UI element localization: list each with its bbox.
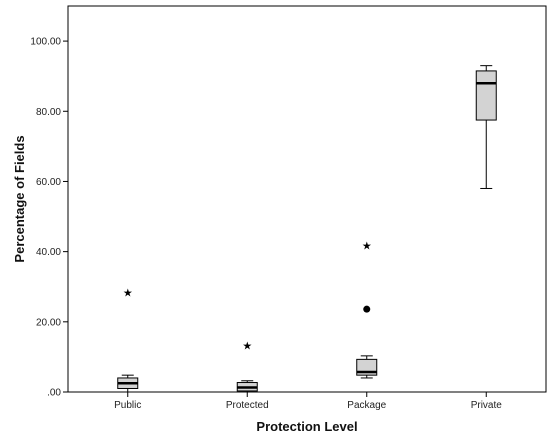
plot-area [67,5,547,393]
y-tick-label: 60.00 [36,177,61,188]
box [475,70,497,121]
x-tick-label: Protected [226,400,269,411]
boxes: ★ ★ ★ [117,65,497,393]
x-tick-label: Package [347,400,386,411]
x-tick-label: Public [114,400,141,411]
y-tick-label: 40.00 [36,247,61,258]
y-tick-label: 80.00 [36,107,61,118]
plot-frame [67,5,547,393]
box-group-protected: ★ [236,339,258,393]
box-group-package: ★ [356,239,378,379]
box-group-private [475,65,497,189]
y-tick-label: .00 [47,388,61,399]
x-tick-label: Private [471,400,503,411]
y-tick-label: 20.00 [36,317,61,328]
y-axis: .00 20.00 40.00 60.00 80.00 100.00 [30,37,68,399]
y-axis-title: Percentage of Fields [12,135,27,262]
x-axis-title: Protection Level [256,419,357,434]
outlier-point [363,305,371,313]
x-axis: Public Protected Package Private [114,392,502,411]
extreme-point: ★ [123,287,133,300]
y-tick-label: 100.00 [30,37,61,48]
extreme-point: ★ [362,239,372,252]
extreme-point: ★ [242,339,252,352]
box-group-public: ★ [117,287,139,393]
